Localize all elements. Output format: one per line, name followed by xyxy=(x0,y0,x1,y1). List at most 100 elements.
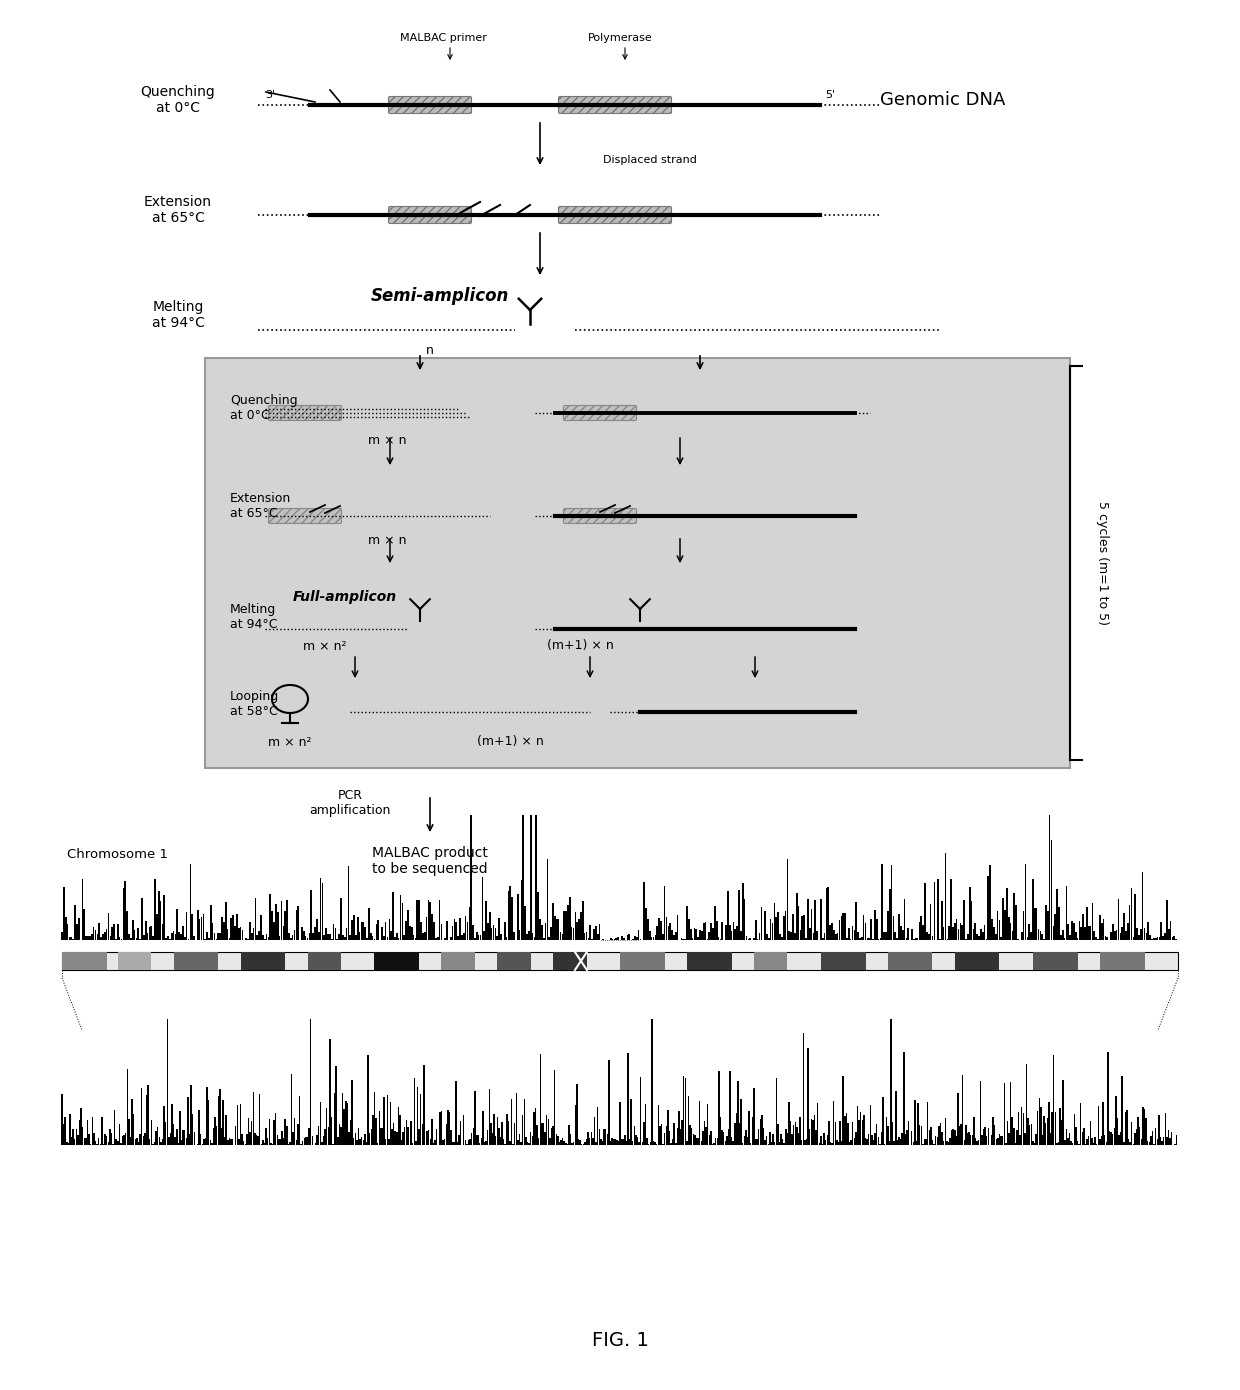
Bar xyxy=(688,1097,689,1145)
FancyBboxPatch shape xyxy=(269,509,341,524)
Bar xyxy=(797,906,800,940)
Bar xyxy=(295,910,298,940)
Bar xyxy=(596,1108,599,1145)
Bar xyxy=(880,1131,882,1145)
Bar xyxy=(418,1130,420,1145)
Bar xyxy=(557,1137,558,1145)
Bar xyxy=(770,919,771,940)
Bar xyxy=(836,1140,837,1145)
Bar xyxy=(1063,1080,1064,1145)
Bar xyxy=(1135,1133,1136,1145)
Bar xyxy=(213,933,216,940)
Bar xyxy=(998,920,1001,940)
Bar xyxy=(1043,1116,1045,1145)
Text: MALBAC primer: MALBAC primer xyxy=(399,33,486,43)
FancyBboxPatch shape xyxy=(388,96,471,114)
Bar xyxy=(198,1109,200,1145)
Bar xyxy=(751,1116,753,1145)
Bar xyxy=(484,1141,485,1145)
Bar xyxy=(717,1138,718,1145)
Bar xyxy=(340,1127,342,1145)
Bar xyxy=(574,1105,577,1145)
Bar xyxy=(673,1123,675,1145)
Bar xyxy=(956,919,957,940)
Bar xyxy=(268,937,269,940)
Bar xyxy=(675,1143,677,1145)
Bar xyxy=(574,912,577,940)
Bar xyxy=(410,927,413,940)
Bar xyxy=(1121,927,1123,940)
Bar xyxy=(660,1126,661,1145)
Bar xyxy=(131,920,134,940)
Bar xyxy=(126,1069,128,1145)
Bar xyxy=(465,916,466,940)
Bar xyxy=(139,1134,141,1145)
Bar xyxy=(532,933,533,940)
Bar xyxy=(278,1140,279,1145)
Bar xyxy=(901,930,904,940)
Bar xyxy=(1110,1133,1112,1145)
Bar xyxy=(699,1101,701,1145)
Bar xyxy=(889,1141,890,1145)
Bar xyxy=(1039,931,1042,940)
Bar xyxy=(663,885,666,940)
Bar xyxy=(306,1137,309,1145)
Bar xyxy=(443,1140,444,1145)
Bar xyxy=(439,1112,440,1145)
Bar xyxy=(637,930,640,940)
Bar xyxy=(518,1134,521,1145)
Bar xyxy=(811,1119,812,1145)
Bar xyxy=(722,922,723,940)
Bar xyxy=(872,1136,873,1145)
Bar xyxy=(842,1076,844,1145)
Bar xyxy=(990,865,991,940)
Bar xyxy=(879,938,882,940)
Bar xyxy=(960,923,961,940)
Bar xyxy=(556,1133,557,1145)
Bar xyxy=(864,1137,867,1145)
Bar xyxy=(552,904,554,940)
Bar xyxy=(750,1143,751,1145)
Bar xyxy=(1162,1141,1163,1145)
Bar xyxy=(1004,909,1006,940)
Bar xyxy=(372,1116,373,1145)
Bar xyxy=(801,916,804,940)
Bar xyxy=(903,1052,904,1145)
Bar xyxy=(507,891,510,940)
Bar xyxy=(956,1136,957,1145)
Bar xyxy=(567,905,569,940)
Bar xyxy=(365,927,366,940)
Bar xyxy=(914,1099,915,1145)
Bar xyxy=(998,1134,1001,1145)
Bar xyxy=(1080,927,1083,940)
Bar xyxy=(436,937,439,940)
Bar xyxy=(474,938,476,940)
Bar xyxy=(332,923,335,940)
Bar xyxy=(937,878,939,940)
Bar xyxy=(290,938,291,940)
Bar xyxy=(856,1131,857,1145)
Bar xyxy=(844,913,846,940)
Bar xyxy=(1105,935,1106,940)
Bar xyxy=(114,1111,115,1145)
Bar xyxy=(1143,1109,1146,1145)
Bar xyxy=(1116,930,1117,940)
Text: m × n: m × n xyxy=(368,435,407,448)
Bar xyxy=(968,1133,970,1145)
Bar xyxy=(1007,1122,1008,1145)
Bar xyxy=(407,910,409,940)
Bar xyxy=(808,927,811,940)
Bar xyxy=(149,927,150,940)
Bar xyxy=(350,1120,351,1145)
Bar xyxy=(317,933,320,940)
Bar xyxy=(677,1127,678,1145)
Bar xyxy=(1037,1111,1038,1145)
Bar xyxy=(646,1138,647,1145)
Bar xyxy=(844,1116,846,1145)
Bar xyxy=(231,1138,232,1145)
Bar xyxy=(584,1143,585,1145)
Bar xyxy=(753,1088,755,1145)
Bar xyxy=(1058,906,1060,940)
Bar xyxy=(202,915,205,940)
Bar xyxy=(859,938,861,940)
